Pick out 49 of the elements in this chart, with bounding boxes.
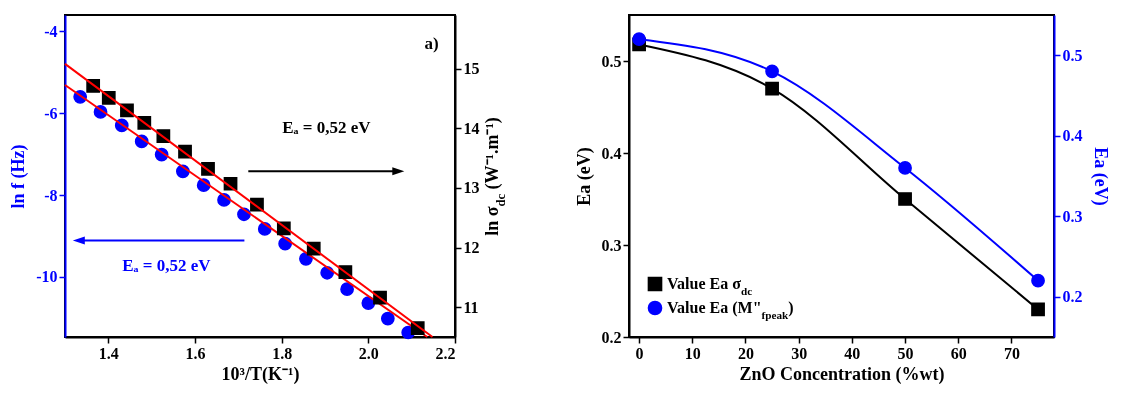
x-axis-title: 10³/T(K⁻¹) [221, 363, 300, 385]
y-tick-label: 0.5 [601, 52, 622, 70]
x-tick-label: 10 [684, 344, 701, 362]
y-tick-label: -4 [44, 22, 58, 40]
point [380, 311, 395, 326]
y2-axis-title: Ea (eV) [1089, 147, 1111, 206]
y-axis-title: ln f (Hz) [8, 144, 30, 209]
point [632, 32, 646, 47]
x-tick-label: 50 [897, 344, 914, 362]
annotation: Eₐ = 0,52 eV [122, 256, 212, 276]
y2-tick-label: 11 [463, 298, 479, 316]
annotation: Eₐ = 0,52 eV [282, 117, 372, 137]
y2-tick-label: 13 [463, 179, 480, 197]
point [765, 64, 779, 79]
point [898, 161, 912, 175]
x-tick-label: 2.2 [435, 344, 456, 362]
y2-tick-label: 14 [463, 119, 480, 137]
x-tick-label: 20 [737, 344, 754, 362]
point [340, 282, 354, 296]
y2-tick-label: 15 [463, 60, 480, 78]
y-tick-label: -6 [44, 104, 58, 122]
y2-tick-label: 0.2 [1062, 288, 1083, 306]
y-tick-label: -8 [44, 186, 58, 204]
x-tick-label: 2.0 [358, 344, 379, 362]
point [1031, 273, 1045, 288]
x-axis-title: ZnO Concentration (%wt) [739, 363, 945, 385]
x-tick-label: 30 [791, 344, 808, 362]
x-tick-label: 40 [844, 344, 861, 362]
y-tick-label: 0.3 [601, 236, 622, 254]
legend-label: Value Ea (M"$_{fpeak}$) [667, 299, 794, 321]
x-tick-label: 0 [635, 344, 644, 362]
y-tick-label: 0.2 [601, 328, 622, 346]
y-tick-label: -10 [36, 268, 58, 286]
point [1031, 302, 1045, 317]
y-axis-title: Ea (eV) [573, 147, 595, 206]
legend-label: Value Ea σ$_{dc}$ [667, 275, 753, 297]
annotation: a) [424, 33, 439, 53]
x-tick-label: 1.4 [98, 344, 119, 362]
x-tick-label: 70 [1003, 344, 1020, 362]
x-tick-label: 60 [950, 344, 967, 362]
y2-tick-label: 0.3 [1062, 207, 1083, 225]
x-tick-label: 1.6 [185, 344, 206, 362]
x-tick-label: 1.8 [272, 344, 293, 362]
y2-tick-label: 0.5 [1062, 46, 1083, 64]
point [898, 192, 912, 206]
y2-tick-label: 12 [463, 239, 480, 257]
y2-tick-label: 0.4 [1062, 127, 1083, 145]
y-tick-label: 0.4 [601, 144, 622, 162]
point [765, 81, 779, 96]
